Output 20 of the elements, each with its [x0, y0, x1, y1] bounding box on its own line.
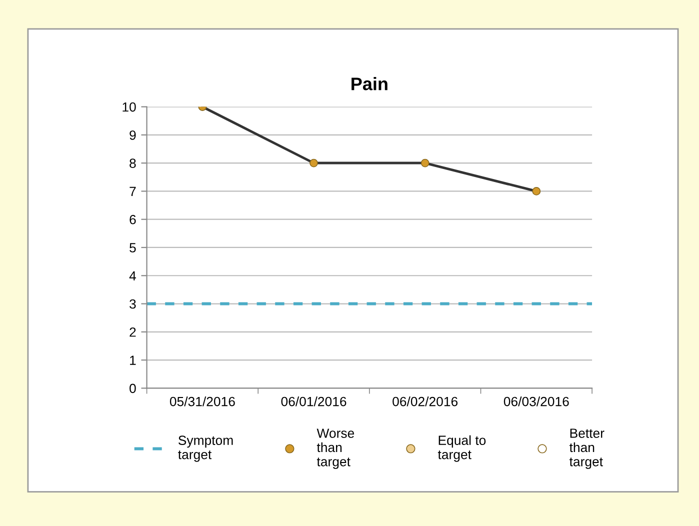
x-tick-label: 06/03/2016 [504, 396, 569, 406]
x-tick-label: 05/31/2016 [170, 396, 235, 406]
legend-label: Equal to target [438, 435, 486, 462]
y-tick-label: 4 [129, 271, 136, 280]
y-tick-label: 9 [130, 130, 136, 140]
y-tick-label: 6 [130, 214, 136, 224]
x-tick-label: 06/01/2016 [281, 396, 346, 406]
y-tick-label: 10 [122, 102, 136, 112]
legend-label: Worse than target [316, 428, 354, 469]
x-tick-label: 06/02/2016 [392, 396, 458, 406]
y-tick-label: 7 [130, 186, 136, 196]
y-tick-label: 8 [130, 158, 136, 168]
y-tick-label: 0 [130, 384, 136, 394]
y-tick-label: 2 [130, 327, 136, 337]
y-tick-label: 1 [130, 356, 136, 365]
legend-label: Symptom target [178, 436, 233, 462]
legend-label: Better than target [569, 428, 604, 469]
y-tick-label: 3 [130, 299, 136, 309]
chart-title: Pain [352, 77, 388, 90]
y-tick-label: 5 [130, 243, 136, 252]
